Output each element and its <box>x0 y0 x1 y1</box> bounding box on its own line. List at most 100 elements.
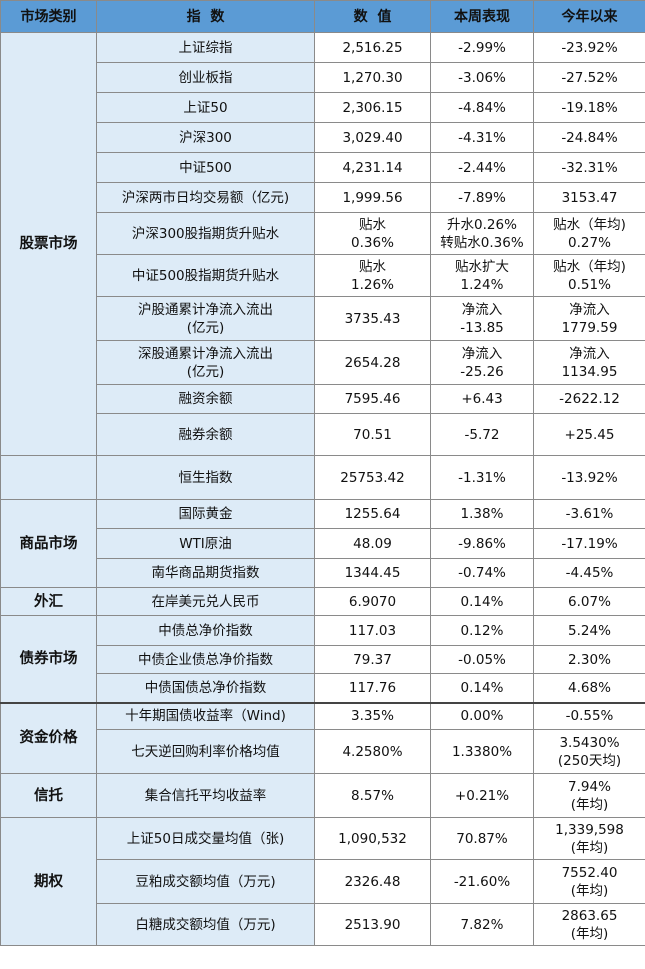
row-name: 中债总净价指数 <box>96 615 315 646</box>
row-value: 4.2580% <box>314 729 431 774</box>
row-name: 深股通累计净流入流出 (亿元) <box>96 340 315 385</box>
row-ytd: 5.24% <box>533 615 645 646</box>
table-row: 创业板指 1,270.30 -3.06% -27.52% <box>1 62 645 93</box>
market-summary-table: 市场类别 指 数 数 值 本周表现 今年以来 股票市场 上证综指 2,516.2… <box>0 0 645 946</box>
row-weekly: 升水0.26% 转贴水0.36% <box>430 212 534 255</box>
row-ytd: -0.55% <box>533 701 645 730</box>
row-name: 中证500股指期货升贴水 <box>96 254 315 297</box>
category-options: 期权 <box>0 817 97 946</box>
row-name: 沪深300股指期货升贴水 <box>96 212 315 255</box>
row-name: 融资余额 <box>96 384 315 414</box>
header-weekly: 本周表现 <box>430 0 534 33</box>
header-row: 市场类别 指 数 数 值 本周表现 今年以来 <box>0 0 645 33</box>
row-value: 1,090,532 <box>314 817 431 860</box>
row-name: 南华商品期货指数 <box>96 558 315 588</box>
row-value: 6.9070 <box>314 587 431 616</box>
row-ytd: 2863.65 (年均) <box>533 903 645 946</box>
row-ytd: +25.45 <box>533 413 645 456</box>
row-name: 国际黄金 <box>96 499 315 529</box>
row-weekly: -21.60% <box>430 859 534 904</box>
row-weekly: -9.86% <box>430 528 534 559</box>
category-stock: 股票市场 <box>0 32 97 456</box>
table-row: 沪股通累计净流入流出 (亿元) 3735.43 净流入 -13.85 净流入 1… <box>1 296 645 341</box>
row-ytd: 1,339,598 (年均) <box>533 817 645 860</box>
row-ytd: 2.30% <box>533 645 645 674</box>
row-ytd: -32.31% <box>533 152 645 183</box>
row-name: 集合信托平均收益率 <box>96 773 315 818</box>
row-value: 4,231.14 <box>314 152 431 183</box>
row-weekly: +0.21% <box>430 773 534 818</box>
row-value: 2,516.25 <box>314 32 431 63</box>
table-row: 信托 集合信托平均收益率 8.57% +0.21% 7.94% (年均) <box>0 773 645 818</box>
row-weekly: -4.31% <box>430 122 534 153</box>
row-name: 创业板指 <box>96 62 315 93</box>
table-row: 资金价格 十年期国债收益率（Wind) 3.35% 0.00% -0.55% <box>0 701 645 774</box>
row-name: 中债国债总净价指数 <box>96 673 315 703</box>
row-ytd: -17.19% <box>533 528 645 559</box>
row-ytd: 净流入 1779.59 <box>533 296 645 341</box>
row-name: 白糖成交额均值（万元) <box>96 903 315 946</box>
row-weekly: -4.84% <box>430 92 534 123</box>
row-value: 1344.45 <box>314 558 431 588</box>
row-value: 117.76 <box>314 673 431 703</box>
table-row: WTI原油 48.09 -9.86% -17.19% <box>1 528 645 559</box>
category-trust: 信托 <box>0 773 97 818</box>
row-ytd: 3.5430% (250天均) <box>533 729 645 774</box>
table-row: 商品市场 国际黄金 1255.64 1.38% -3.61% <box>0 499 645 588</box>
row-name: 沪股通累计净流入流出 (亿元) <box>96 296 315 341</box>
row-weekly: -0.05% <box>430 645 534 674</box>
row-name: 豆粕成交额均值（万元) <box>96 859 315 904</box>
row-weekly: -5.72 <box>430 413 534 456</box>
row-value: 1255.64 <box>314 499 431 529</box>
row-ytd: -13.92% <box>533 455 645 500</box>
header-value: 数 值 <box>314 0 431 33</box>
category-bond: 债券市场 <box>0 615 97 703</box>
category-commodity: 商品市场 <box>0 499 97 588</box>
row-ytd: -3.61% <box>533 499 645 529</box>
row-ytd: 3153.47 <box>533 182 645 213</box>
row-value: 25753.42 <box>314 455 431 500</box>
row-name: 沪深两市日均交易额（亿元) <box>96 182 315 213</box>
row-name: 中证500 <box>96 152 315 183</box>
row-ytd: 净流入 1134.95 <box>533 340 645 385</box>
table-row: 期权 上证50日成交量均值（张) 1,090,532 70.87% 1,339,… <box>0 817 645 946</box>
row-name: 恒生指数 <box>96 455 315 500</box>
row-ytd: 贴水（年均) 0.51% <box>533 254 645 297</box>
row-weekly: 1.3380% <box>430 729 534 774</box>
row-ytd: -24.84% <box>533 122 645 153</box>
row-ytd: 贴水（年均) 0.27% <box>533 212 645 255</box>
table-row: 融资余额 7595.46 +6.43 -2622.12 <box>1 384 645 414</box>
row-value: 2513.90 <box>314 903 431 946</box>
row-value: 8.57% <box>314 773 431 818</box>
row-name: 在岸美元兑人民币 <box>96 587 315 616</box>
row-name: 上证综指 <box>96 32 315 63</box>
table-row: 沪深300 3,029.40 -4.31% -24.84% <box>1 122 645 153</box>
row-value: 3.35% <box>314 701 431 730</box>
row-ytd: 7552.40 (年均) <box>533 859 645 904</box>
row-value: 7595.46 <box>314 384 431 414</box>
table-row: 深股通累计净流入流出 (亿元) 2654.28 净流入 -25.26 净流入 1… <box>1 340 645 385</box>
row-ytd: -2622.12 <box>533 384 645 414</box>
row-value: 2326.48 <box>314 859 431 904</box>
row-name: 上证50日成交量均值（张) <box>96 817 315 860</box>
row-weekly: 净流入 -25.26 <box>430 340 534 385</box>
row-ytd: -19.18% <box>533 92 645 123</box>
row-ytd: -27.52% <box>533 62 645 93</box>
table-row: 股票市场 上证综指 2,516.25 -2.99% -23.92% <box>0 32 645 456</box>
row-weekly: 70.87% <box>430 817 534 860</box>
row-value: 2654.28 <box>314 340 431 385</box>
row-weekly: -1.31% <box>430 455 534 500</box>
row-weekly: 1.38% <box>430 499 534 529</box>
row-weekly: 贴水扩大 1.24% <box>430 254 534 297</box>
row-name: WTI原油 <box>96 528 315 559</box>
row-name: 中债企业债总净价指数 <box>96 645 315 674</box>
category-funding: 资金价格 <box>0 701 97 774</box>
row-weekly: -2.44% <box>430 152 534 183</box>
row-ytd: 4.68% <box>533 673 645 703</box>
table-row: 沪深300股指期货升贴水 贴水 0.36% 升水0.26% 转贴水0.36% 贴… <box>1 212 645 255</box>
table-row: 中证500 4,231.14 -2.44% -32.31% <box>1 152 645 183</box>
header-ytd: 今年以来 <box>533 0 645 33</box>
row-weekly: 0.00% <box>430 701 534 730</box>
table-row: 中债企业债总净价指数 79.37 -0.05% 2.30% <box>1 645 645 674</box>
row-name: 沪深300 <box>96 122 315 153</box>
